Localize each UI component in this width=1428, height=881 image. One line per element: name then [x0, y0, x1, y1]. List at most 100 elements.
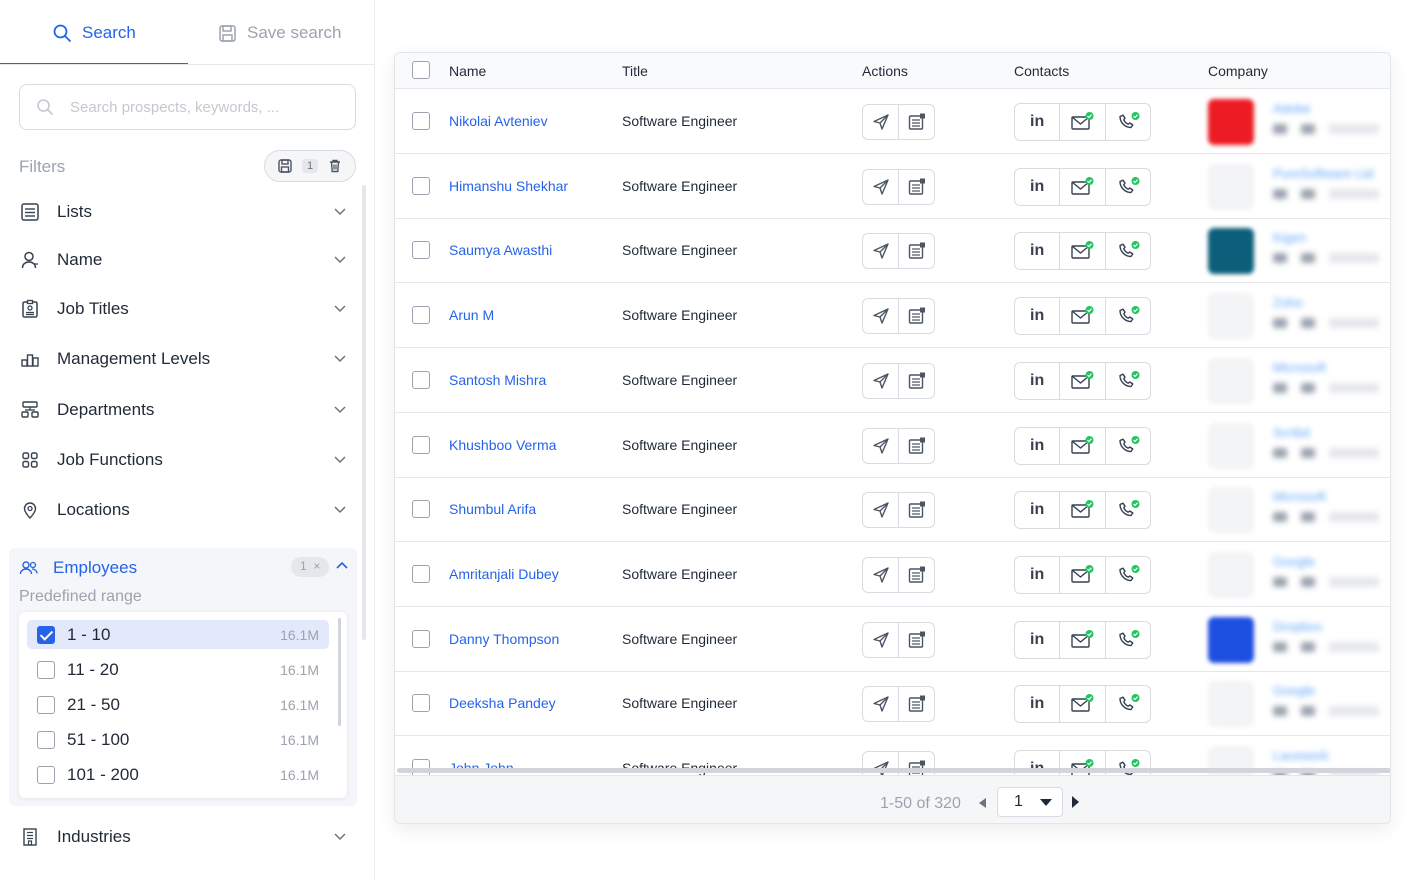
link-icon[interactable]	[1273, 253, 1287, 264]
link-icon[interactable]	[1273, 382, 1287, 393]
company-name-link[interactable]: Scribd	[1273, 424, 1310, 440]
linkedin-icon[interactable]	[1301, 706, 1315, 717]
prospect-search-input[interactable]	[70, 98, 330, 116]
send-icon[interactable]	[863, 493, 898, 527]
send-icon[interactable]	[863, 170, 898, 204]
link-icon[interactable]	[1273, 447, 1287, 458]
linkedin-icon[interactable]	[1301, 512, 1315, 523]
range-option[interactable]: 1 - 10 16.1M	[27, 620, 329, 649]
table-row[interactable]: Amritanjali Dubey Software Engineer in Goog…	[395, 542, 1390, 607]
send-icon[interactable]	[863, 299, 898, 333]
prospect-name-link[interactable]: Danny Thompson	[449, 630, 560, 647]
add-to-list-icon[interactable]	[898, 557, 934, 592]
send-icon[interactable]	[863, 105, 898, 139]
row-checkbox[interactable]	[412, 176, 430, 195]
prospect-name-link[interactable]: Nikolai Avteniev	[449, 113, 548, 129]
range-option[interactable]: 101 - 200 16.1M	[27, 760, 329, 789]
phone-verified-icon[interactable]	[1104, 168, 1150, 205]
company-name-link[interactable]: Google	[1273, 553, 1315, 569]
email-verified-icon[interactable]	[1059, 556, 1104, 593]
table-row[interactable]: Himanshu Shekhar Software Engineer in PureS…	[395, 154, 1390, 219]
select-all-checkbox[interactable]	[412, 61, 430, 79]
link-icon[interactable]	[1273, 124, 1287, 134]
prospect-name-link[interactable]: Khushboo Verma	[449, 436, 557, 453]
add-to-list-icon[interactable]	[898, 687, 934, 722]
phone-verified-icon[interactable]	[1104, 362, 1150, 399]
linkedin-icon[interactable]: in	[1030, 113, 1045, 130]
filter-management-levels[interactable]: Management Levels	[19, 344, 349, 374]
phone-verified-icon[interactable]	[1104, 298, 1150, 335]
range-option[interactable]: 21 - 50 16.1M	[27, 690, 329, 719]
send-icon[interactable]	[863, 558, 898, 592]
phone-verified-icon[interactable]	[1104, 556, 1150, 593]
filter-industries[interactable]: Industries	[19, 822, 349, 852]
linkedin-icon[interactable]: in	[1030, 436, 1045, 454]
filter-name[interactable]: Name	[19, 245, 349, 275]
tab-search[interactable]: Search	[52, 18, 136, 48]
linkedin-icon[interactable]: in	[1030, 371, 1045, 389]
linkedin-icon[interactable]	[1301, 447, 1315, 458]
row-checkbox[interactable]	[412, 629, 430, 648]
add-to-list-icon[interactable]	[898, 234, 934, 269]
tab-save-search[interactable]: Save search	[218, 18, 342, 48]
phone-verified-icon[interactable]	[1104, 492, 1150, 529]
range-checkbox[interactable]	[37, 765, 55, 784]
filter-job-titles[interactable]: Job Titles	[19, 294, 349, 324]
prospect-name-link[interactable]: Arun M	[449, 307, 495, 324]
linkedin-icon[interactable]	[1301, 641, 1315, 652]
prospect-name-link[interactable]: Santosh Mishra	[449, 371, 547, 388]
prospect-name-link[interactable]: Himanshu Shekhar	[449, 177, 569, 194]
company-name-link[interactable]: Kigen	[1273, 230, 1307, 246]
range-checkbox[interactable]	[37, 695, 55, 714]
trash-icon[interactable]	[327, 158, 343, 174]
more-dropdown[interactable]	[1329, 512, 1379, 523]
company-name-link[interactable]: Adobe	[1273, 101, 1311, 116]
range-option[interactable]: 51 - 100 16.1M	[27, 725, 329, 754]
email-verified-icon[interactable]	[1059, 492, 1104, 529]
company-name-link[interactable]: Google	[1273, 683, 1315, 699]
link-icon[interactable]	[1273, 318, 1287, 329]
link-icon[interactable]	[1273, 706, 1287, 717]
linkedin-icon[interactable]: in	[1030, 630, 1045, 648]
add-to-list-icon[interactable]	[898, 169, 934, 204]
filter-lists[interactable]: Lists	[19, 197, 349, 227]
more-dropdown[interactable]	[1329, 188, 1379, 199]
email-verified-icon[interactable]	[1059, 686, 1104, 723]
email-verified-icon[interactable]	[1059, 298, 1104, 335]
send-icon[interactable]	[863, 364, 898, 398]
send-icon[interactable]	[863, 429, 898, 463]
add-to-list-icon[interactable]	[898, 299, 934, 334]
table-row[interactable]: Arun M Software Engineer in Zoho	[395, 283, 1390, 349]
email-verified-icon[interactable]	[1059, 362, 1104, 399]
employees-selected-badge[interactable]: 1 ×	[291, 557, 330, 577]
row-checkbox[interactable]	[412, 112, 430, 130]
company-name-link[interactable]: Lacework	[1273, 748, 1329, 763]
table-row[interactable]: Khushboo Verma Software Engineer in Scribd	[395, 413, 1390, 478]
more-dropdown[interactable]	[1329, 641, 1379, 652]
phone-verified-icon[interactable]	[1104, 233, 1150, 270]
add-to-list-icon[interactable]	[898, 363, 934, 398]
row-checkbox[interactable]	[412, 435, 430, 454]
company-name-link[interactable]: Microsoft	[1273, 359, 1326, 375]
email-verified-icon[interactable]	[1059, 104, 1104, 140]
more-dropdown[interactable]	[1329, 382, 1379, 393]
phone-verified-icon[interactable]	[1104, 427, 1150, 464]
range-checkbox[interactable]	[37, 660, 55, 679]
row-checkbox[interactable]	[412, 500, 430, 519]
add-to-list-icon[interactable]	[898, 428, 934, 463]
phone-verified-icon[interactable]	[1104, 686, 1150, 723]
linkedin-icon[interactable]	[1301, 188, 1315, 199]
link-icon[interactable]	[1273, 512, 1287, 523]
email-verified-icon[interactable]	[1059, 427, 1104, 464]
previous-page-icon[interactable]	[979, 798, 986, 808]
email-verified-icon[interactable]	[1059, 621, 1104, 658]
filter-employees-header[interactable]: Employees 1 ×	[19, 556, 349, 580]
linkedin-icon[interactable]	[1301, 382, 1315, 393]
prospect-name-link[interactable]: Saumya Awasthi	[449, 242, 553, 259]
more-dropdown[interactable]	[1329, 253, 1379, 264]
range-option[interactable]: 11 - 20 16.1M	[27, 655, 329, 684]
row-checkbox[interactable]	[412, 564, 430, 583]
prospect-name-link[interactable]: Amritanjali Dubey	[449, 565, 559, 582]
next-page-icon[interactable]	[1072, 796, 1079, 808]
company-name-link[interactable]: Zoho	[1273, 295, 1303, 311]
